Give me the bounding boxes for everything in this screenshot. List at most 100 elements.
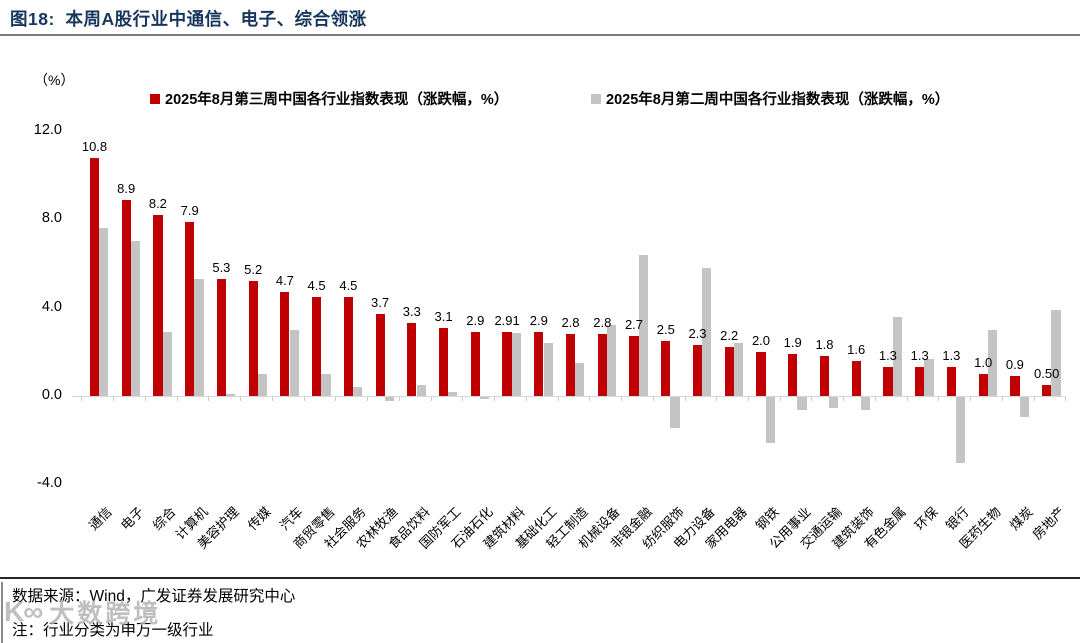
bar-value-label: 1.9 — [783, 335, 802, 350]
bar-week2 — [543, 343, 553, 396]
bar-value-label: 5.3 — [212, 260, 231, 275]
bar-week2 — [384, 397, 395, 402]
bar-week3 — [915, 367, 925, 396]
x-axis-tick — [144, 397, 146, 401]
x-axis-tick — [716, 397, 718, 401]
x-axis-tick — [271, 397, 273, 401]
bar-week3 — [597, 334, 607, 396]
bar-week2 — [606, 325, 617, 396]
bar-value-label: 2.7 — [624, 317, 644, 333]
y-axis-tick-label: -4.0 — [37, 475, 62, 492]
legend-label-week3: 2025年8月第三周中国各行业指数表现（涨跌幅，%） — [165, 92, 509, 108]
bar-week3 — [629, 336, 639, 396]
y-axis-tick-label: 12.0 — [33, 122, 62, 138]
bar-value-label: 1.3 — [878, 348, 897, 364]
y-axis-tick-label: 4.0 — [41, 298, 62, 315]
bar-value-label: 2.5 — [656, 321, 675, 337]
x-axis-tick — [970, 397, 972, 401]
x-axis-tick — [557, 397, 559, 401]
bar-value-label: 0.9 — [1005, 357, 1024, 373]
bar-week3 — [819, 356, 830, 396]
bar-week3 — [312, 296, 322, 396]
x-axis-tick — [367, 397, 369, 401]
bar-value-label: 7.9 — [180, 202, 199, 218]
bar-week3 — [851, 360, 861, 396]
bar-week2 — [289, 329, 299, 396]
bar-week2 — [733, 343, 744, 396]
bar-week3 — [248, 281, 258, 396]
bar-week2 — [448, 391, 458, 396]
x-axis-tick — [589, 397, 591, 401]
x-axis-tick — [335, 397, 337, 401]
x-axis-tick — [208, 397, 210, 401]
bar-value-label: 10.8 — [81, 138, 108, 154]
bar-value-label: 2.2 — [720, 328, 739, 344]
y-axis-unit-label: （%） — [34, 72, 75, 88]
x-axis-tick — [462, 397, 464, 401]
bar-week2 — [194, 279, 204, 396]
page-edge-line — [1, 582, 3, 643]
bar-value-label: 2.0 — [751, 332, 771, 348]
bar-week2 — [797, 397, 807, 411]
legend-item-week3: 2025年8月第三周中国各行业指数表现（涨跌幅，%） — [150, 88, 508, 109]
bar-week2 — [257, 373, 268, 396]
legend-swatch-red — [150, 93, 160, 104]
bar-week3 — [1042, 385, 1052, 396]
y-axis-tick-label: 8.0 — [41, 210, 62, 227]
legend-swatch-gray — [591, 93, 601, 104]
bar-value-label: 2.91 — [494, 312, 520, 328]
bar-week3 — [661, 340, 671, 396]
bar-week2 — [702, 267, 712, 396]
bar-value-label: 1.3 — [942, 348, 961, 364]
legend-item-week2: 2025年8月第二周中国各行业指数表现（涨跌幅，%） — [591, 88, 949, 109]
bar-week2 — [987, 329, 998, 396]
x-axis-tick — [176, 397, 178, 401]
bar-value-label: 1.6 — [847, 341, 866, 357]
bar-week3 — [692, 345, 703, 396]
bar-value-label: 3.1 — [434, 308, 453, 324]
title-divider — [0, 34, 1080, 36]
bar-value-label: 2.9 — [529, 313, 548, 328]
x-axis-tick — [811, 397, 813, 401]
bar-value-label: 4.7 — [275, 273, 294, 289]
x-axis-label: 电子 — [117, 504, 147, 534]
bar-week3 — [121, 199, 131, 396]
bar-week2 — [1019, 397, 1029, 417]
y-axis-tick-label: 0.0 — [41, 387, 62, 403]
bar-week2 — [353, 387, 363, 396]
x-axis-tick — [779, 397, 781, 401]
bar-value-label: 0.50 — [1034, 366, 1060, 381]
bar-week3 — [89, 157, 100, 396]
bar-week2 — [575, 362, 585, 396]
bar-value-label: 2.3 — [688, 326, 707, 342]
bar-week3 — [407, 323, 417, 396]
x-axis-line — [72, 396, 1066, 397]
x-axis-tick — [1033, 397, 1035, 401]
x-axis-tick — [525, 397, 527, 401]
bar-week3 — [788, 354, 798, 396]
bar-week2 — [829, 397, 839, 408]
bar-week2 — [860, 397, 871, 411]
bar-week3 — [502, 331, 512, 396]
x-axis-tick — [303, 397, 305, 401]
bar-value-label: 3.7 — [371, 295, 390, 311]
bar-value-label: 8.2 — [148, 195, 167, 211]
figure-title: 图18: 本周A股行业中通信、电子、综合领涨 — [10, 9, 367, 29]
footer-divider — [0, 577, 1080, 579]
bar-week3 — [946, 367, 957, 396]
bar-week2 — [511, 333, 521, 396]
x-axis-label: 房地产 — [1029, 504, 1068, 543]
data-source-note: 数据来源：Wind，广发证券发展研究中心 — [12, 588, 296, 605]
bar-week2 — [765, 397, 775, 444]
bar-value-label: 4.5 — [339, 277, 358, 293]
x-axis-tick — [113, 397, 115, 401]
x-axis-tick — [938, 397, 940, 401]
bar-week3 — [534, 332, 544, 396]
x-axis-tick — [240, 397, 242, 401]
bar-week2 — [321, 373, 331, 396]
bar-week3 — [978, 373, 988, 396]
x-axis-tick — [906, 397, 908, 401]
bar-week3 — [216, 279, 227, 396]
bar-value-label: 1.3 — [910, 348, 929, 364]
